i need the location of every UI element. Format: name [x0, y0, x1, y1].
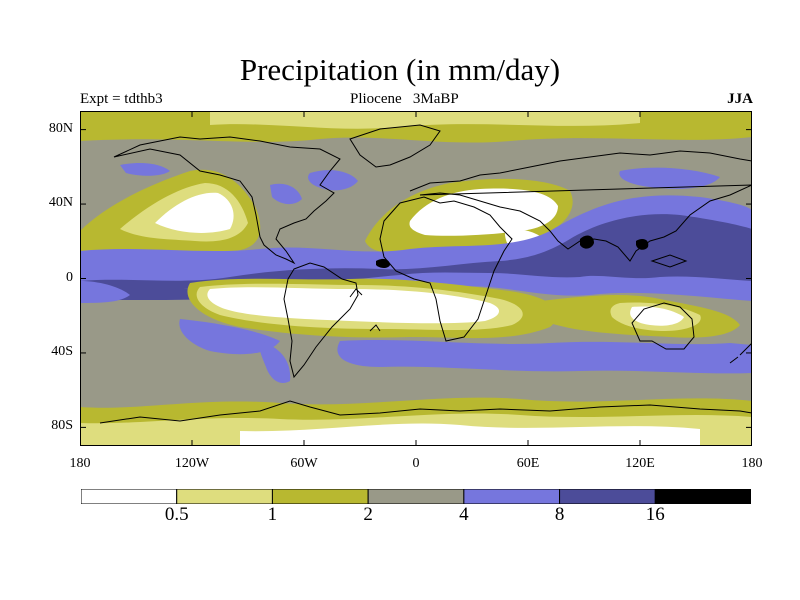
- precip-region: [337, 340, 752, 374]
- season-label: JJA: [727, 91, 753, 107]
- colorbar-swatch: [559, 489, 656, 504]
- colorbar-swatch: [654, 489, 751, 504]
- colorbar-label: 8: [554, 504, 565, 525]
- coastlines: [99, 124, 752, 424]
- precip-region: [210, 111, 640, 129]
- precip-region: [636, 239, 649, 250]
- precip-region: [120, 163, 170, 176]
- lon-label: 60W: [290, 456, 318, 471]
- colorbar-label: 1: [267, 504, 278, 525]
- lat-label: 40N: [48, 195, 73, 211]
- precip-region: [270, 183, 302, 205]
- lon-label: 60E: [516, 456, 540, 471]
- precip-region: [240, 423, 700, 446]
- precip-region: [580, 235, 594, 249]
- lat-label: 80N: [48, 120, 73, 136]
- colorbar-label: 16: [645, 504, 665, 525]
- precip-region: [207, 287, 500, 324]
- lon-label: 120E: [625, 456, 655, 471]
- experiment-label: Expt = tdthb3: [80, 91, 163, 107]
- colorbar-swatch: [81, 489, 178, 504]
- period-label: Pliocene 3MaBP: [350, 91, 459, 107]
- lon-label: 120W: [174, 456, 210, 471]
- lon-label: 180: [741, 456, 763, 471]
- axis-ticks: [80, 111, 752, 446]
- precip-field: [80, 111, 752, 446]
- precip-region: [376, 258, 390, 268]
- lat-label: 40S: [51, 343, 73, 359]
- chart-title: Precipitation (in mm/day): [239, 52, 561, 87]
- lon-label: 180: [69, 456, 91, 471]
- precip-region: [630, 306, 684, 326]
- lat-label: 80S: [51, 418, 73, 434]
- colorbar-label: 0.5: [164, 504, 189, 525]
- precipitation-map: [80, 111, 752, 446]
- colorbar-label: 2: [363, 504, 373, 525]
- colorbar-swatch: [367, 489, 465, 504]
- colorbar-swatch: [271, 489, 369, 504]
- precip-region: [179, 319, 280, 355]
- precip-region: [259, 341, 291, 384]
- precip-region: [80, 214, 752, 293]
- precip-region: [619, 167, 720, 189]
- lon-label: 0: [412, 456, 420, 471]
- colorbar-label: 4: [459, 504, 469, 525]
- lat-label: 0: [66, 269, 73, 285]
- precip-region: [155, 192, 234, 233]
- colorbar: [81, 489, 751, 504]
- colorbar-swatch: [176, 489, 273, 504]
- precip-region: [80, 281, 130, 303]
- colorbar-swatch: [463, 489, 561, 504]
